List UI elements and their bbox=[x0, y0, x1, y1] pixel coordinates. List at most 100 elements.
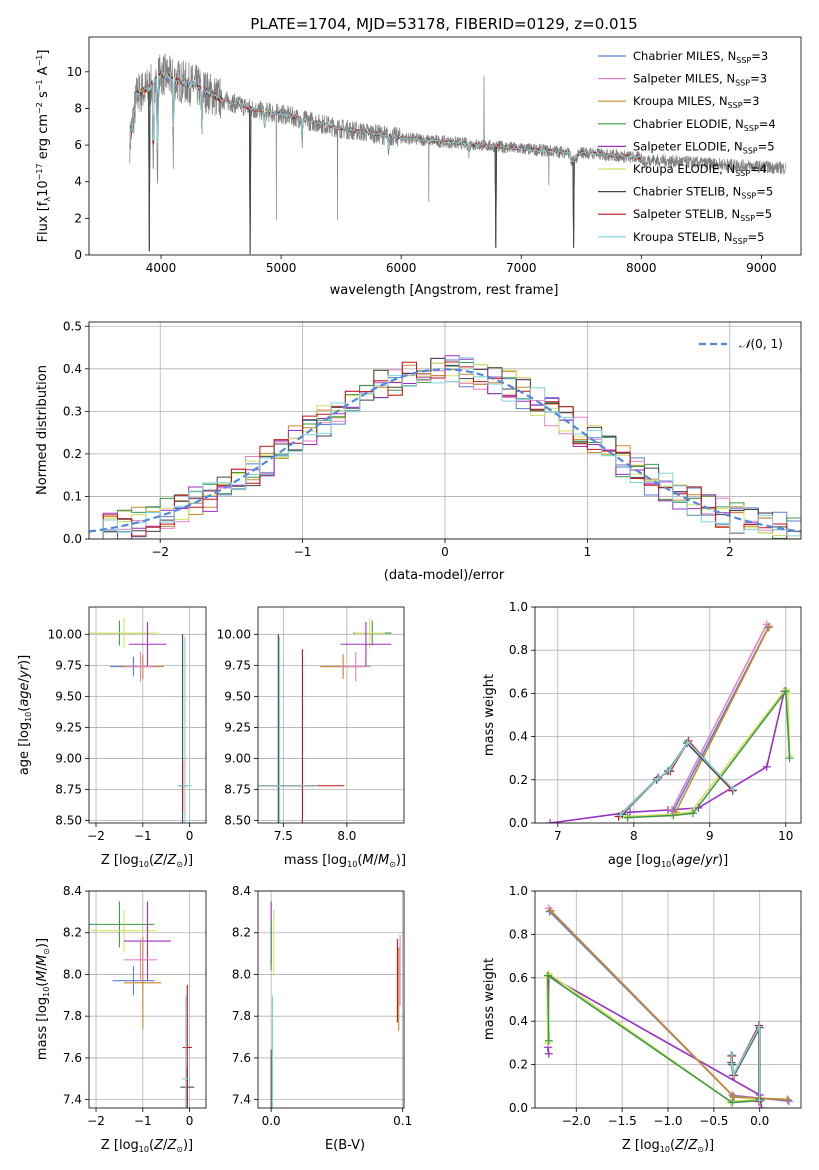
y-tick-label: 0.8 bbox=[509, 643, 528, 657]
label-part: 10 bbox=[42, 987, 51, 997]
y-tick-label: 8.4 bbox=[232, 884, 251, 898]
x-tick-label: 2 bbox=[726, 545, 734, 559]
y-tick-label: 0.2 bbox=[63, 447, 82, 461]
label-part: ⊙ bbox=[176, 1145, 183, 1154]
y-tick-label: 0.8 bbox=[509, 927, 528, 941]
y-tick-label: 7.6 bbox=[232, 1051, 251, 1065]
plot-area-mass_vs_Z bbox=[89, 901, 195, 1108]
label-part: −17 bbox=[35, 163, 44, 180]
x-axis-label: wavelength [Angstrom, rest frame] bbox=[330, 283, 559, 298]
x-axis-label: age [log10(age/yr)] bbox=[608, 853, 728, 869]
panel-residuals: −2 −1 0 1 2 0.0 0.1 0.2 0.3 0.4 0.5 𝒩(0, 1) bbox=[63, 319, 802, 559]
weight-marker bbox=[626, 808, 634, 817]
label-part: =3 bbox=[743, 94, 760, 108]
weight-line bbox=[626, 687, 791, 818]
legend-entry: Kroupa STELIB, NSSP=5 bbox=[633, 230, 764, 246]
label-part: ] bbox=[36, 50, 51, 55]
y-tick-label: 9.25 bbox=[55, 720, 82, 734]
label-part: )] bbox=[35, 938, 50, 948]
y-tick-label: 9.00 bbox=[55, 751, 82, 765]
plot-area-spectrum bbox=[129, 53, 786, 255]
x-tick-label: 0.0 bbox=[262, 1114, 281, 1128]
panel-weight_vs_age: 7 8 9 10 0.0 0.2 0.4 0.6 0.8 1.0 bbox=[509, 600, 802, 843]
y-tick-label: 8.4 bbox=[63, 884, 82, 898]
axes-frame bbox=[88, 890, 207, 1109]
label-part: / bbox=[701, 853, 706, 868]
chart-title: PLATE=1704, MJD=53178, FIBERID=0129, z=0… bbox=[250, 15, 637, 33]
weight-line bbox=[627, 688, 791, 819]
axes-frame bbox=[534, 890, 802, 1109]
legend-entry: Chabrier STELIB, NSSP=5 bbox=[633, 185, 773, 201]
x-tick-label: 7000 bbox=[506, 261, 537, 275]
x-tick-label: −2 bbox=[151, 545, 169, 559]
label-part: SSP bbox=[736, 56, 751, 65]
x-tick-label: −2.0 bbox=[562, 1114, 591, 1128]
legend-entry: 𝒩(0, 1) bbox=[739, 337, 783, 351]
weight-marker bbox=[728, 1098, 737, 1107]
axes-frame bbox=[534, 606, 802, 824]
label-part: 𝒩 bbox=[739, 337, 754, 351]
legend-entry: Salpeter STELIB, NSSP=5 bbox=[633, 207, 772, 223]
label-part: =5 bbox=[758, 139, 775, 153]
label-part: Chabrier MILES, N bbox=[633, 49, 736, 63]
label-part: Z bbox=[153, 853, 164, 868]
label-part: )] bbox=[396, 853, 406, 868]
x-axis-label: Z [log10(Z/Z⊙)] bbox=[101, 853, 193, 869]
weight-marker bbox=[785, 754, 794, 763]
label-part: E(B-V) bbox=[325, 1138, 365, 1153]
label-part: M bbox=[362, 853, 373, 868]
label-part: / bbox=[163, 853, 168, 868]
label-part: ⊙ bbox=[42, 948, 51, 955]
x-tick-label: 5000 bbox=[266, 261, 297, 275]
y-tick-label: 8.2 bbox=[63, 926, 82, 940]
label-part: age bbox=[17, 682, 32, 706]
axes-frame bbox=[88, 606, 207, 824]
weight-marker bbox=[727, 1059, 736, 1068]
label-part: age [log bbox=[608, 853, 661, 868]
label-part: / bbox=[35, 965, 50, 970]
y-tick-label: 0 bbox=[74, 248, 82, 262]
y-tick-label: 0.6 bbox=[509, 971, 528, 985]
x-tick-label: 10 bbox=[778, 829, 793, 843]
y-tick-label: 8.75 bbox=[55, 782, 82, 796]
label-part: 10 bbox=[36, 180, 51, 197]
weight-line bbox=[550, 691, 786, 823]
label-part: Z bbox=[166, 853, 177, 868]
legend-entry: Salpeter ELODIE, NSSP=5 bbox=[633, 139, 775, 155]
spectrum-data-line bbox=[129, 53, 786, 228]
y-tick-label: 8.50 bbox=[224, 814, 251, 828]
x-tick-label: 1 bbox=[584, 545, 592, 559]
label-part: ( bbox=[35, 982, 50, 987]
y-tick-label: 0.0 bbox=[509, 1101, 528, 1115]
weight-marker bbox=[784, 1096, 793, 1105]
x-tick-label: 0 bbox=[441, 545, 449, 559]
label-part: age [log bbox=[17, 722, 32, 775]
y-tick-label: 0.6 bbox=[509, 686, 528, 700]
y-tick-label: 8.0 bbox=[232, 967, 251, 981]
x-tick-label: 6000 bbox=[386, 261, 417, 275]
weight-marker bbox=[623, 813, 632, 822]
label-part: ( bbox=[149, 1138, 154, 1153]
weight-marker bbox=[765, 622, 774, 631]
x-tick-label: 7.5 bbox=[274, 829, 293, 843]
y-tick-label: 8.0 bbox=[63, 967, 82, 981]
label-part: erg cm bbox=[36, 114, 51, 163]
label-part: Z [log bbox=[101, 853, 139, 868]
weight-marker bbox=[755, 1096, 764, 1105]
label-part: Z [log bbox=[101, 1138, 139, 1153]
label-part: 10 bbox=[347, 860, 357, 869]
label-part: SSP bbox=[728, 101, 743, 110]
weight-line bbox=[546, 974, 761, 1104]
weight-marker bbox=[729, 1070, 738, 1079]
weight-marker bbox=[689, 809, 698, 818]
weight-marker bbox=[757, 1104, 766, 1108]
weight-marker bbox=[543, 1038, 552, 1047]
label-part: ( bbox=[671, 853, 676, 868]
plot-area-weight_vs_age bbox=[546, 620, 794, 823]
label-part: Chabrier STELIB, N bbox=[633, 185, 741, 199]
normal-curve bbox=[89, 368, 801, 533]
label-part: SSP bbox=[741, 192, 756, 201]
label-part: 10 bbox=[24, 712, 33, 722]
y-tick-label: 7.8 bbox=[232, 1009, 251, 1023]
label-part: mass [log bbox=[284, 853, 347, 868]
